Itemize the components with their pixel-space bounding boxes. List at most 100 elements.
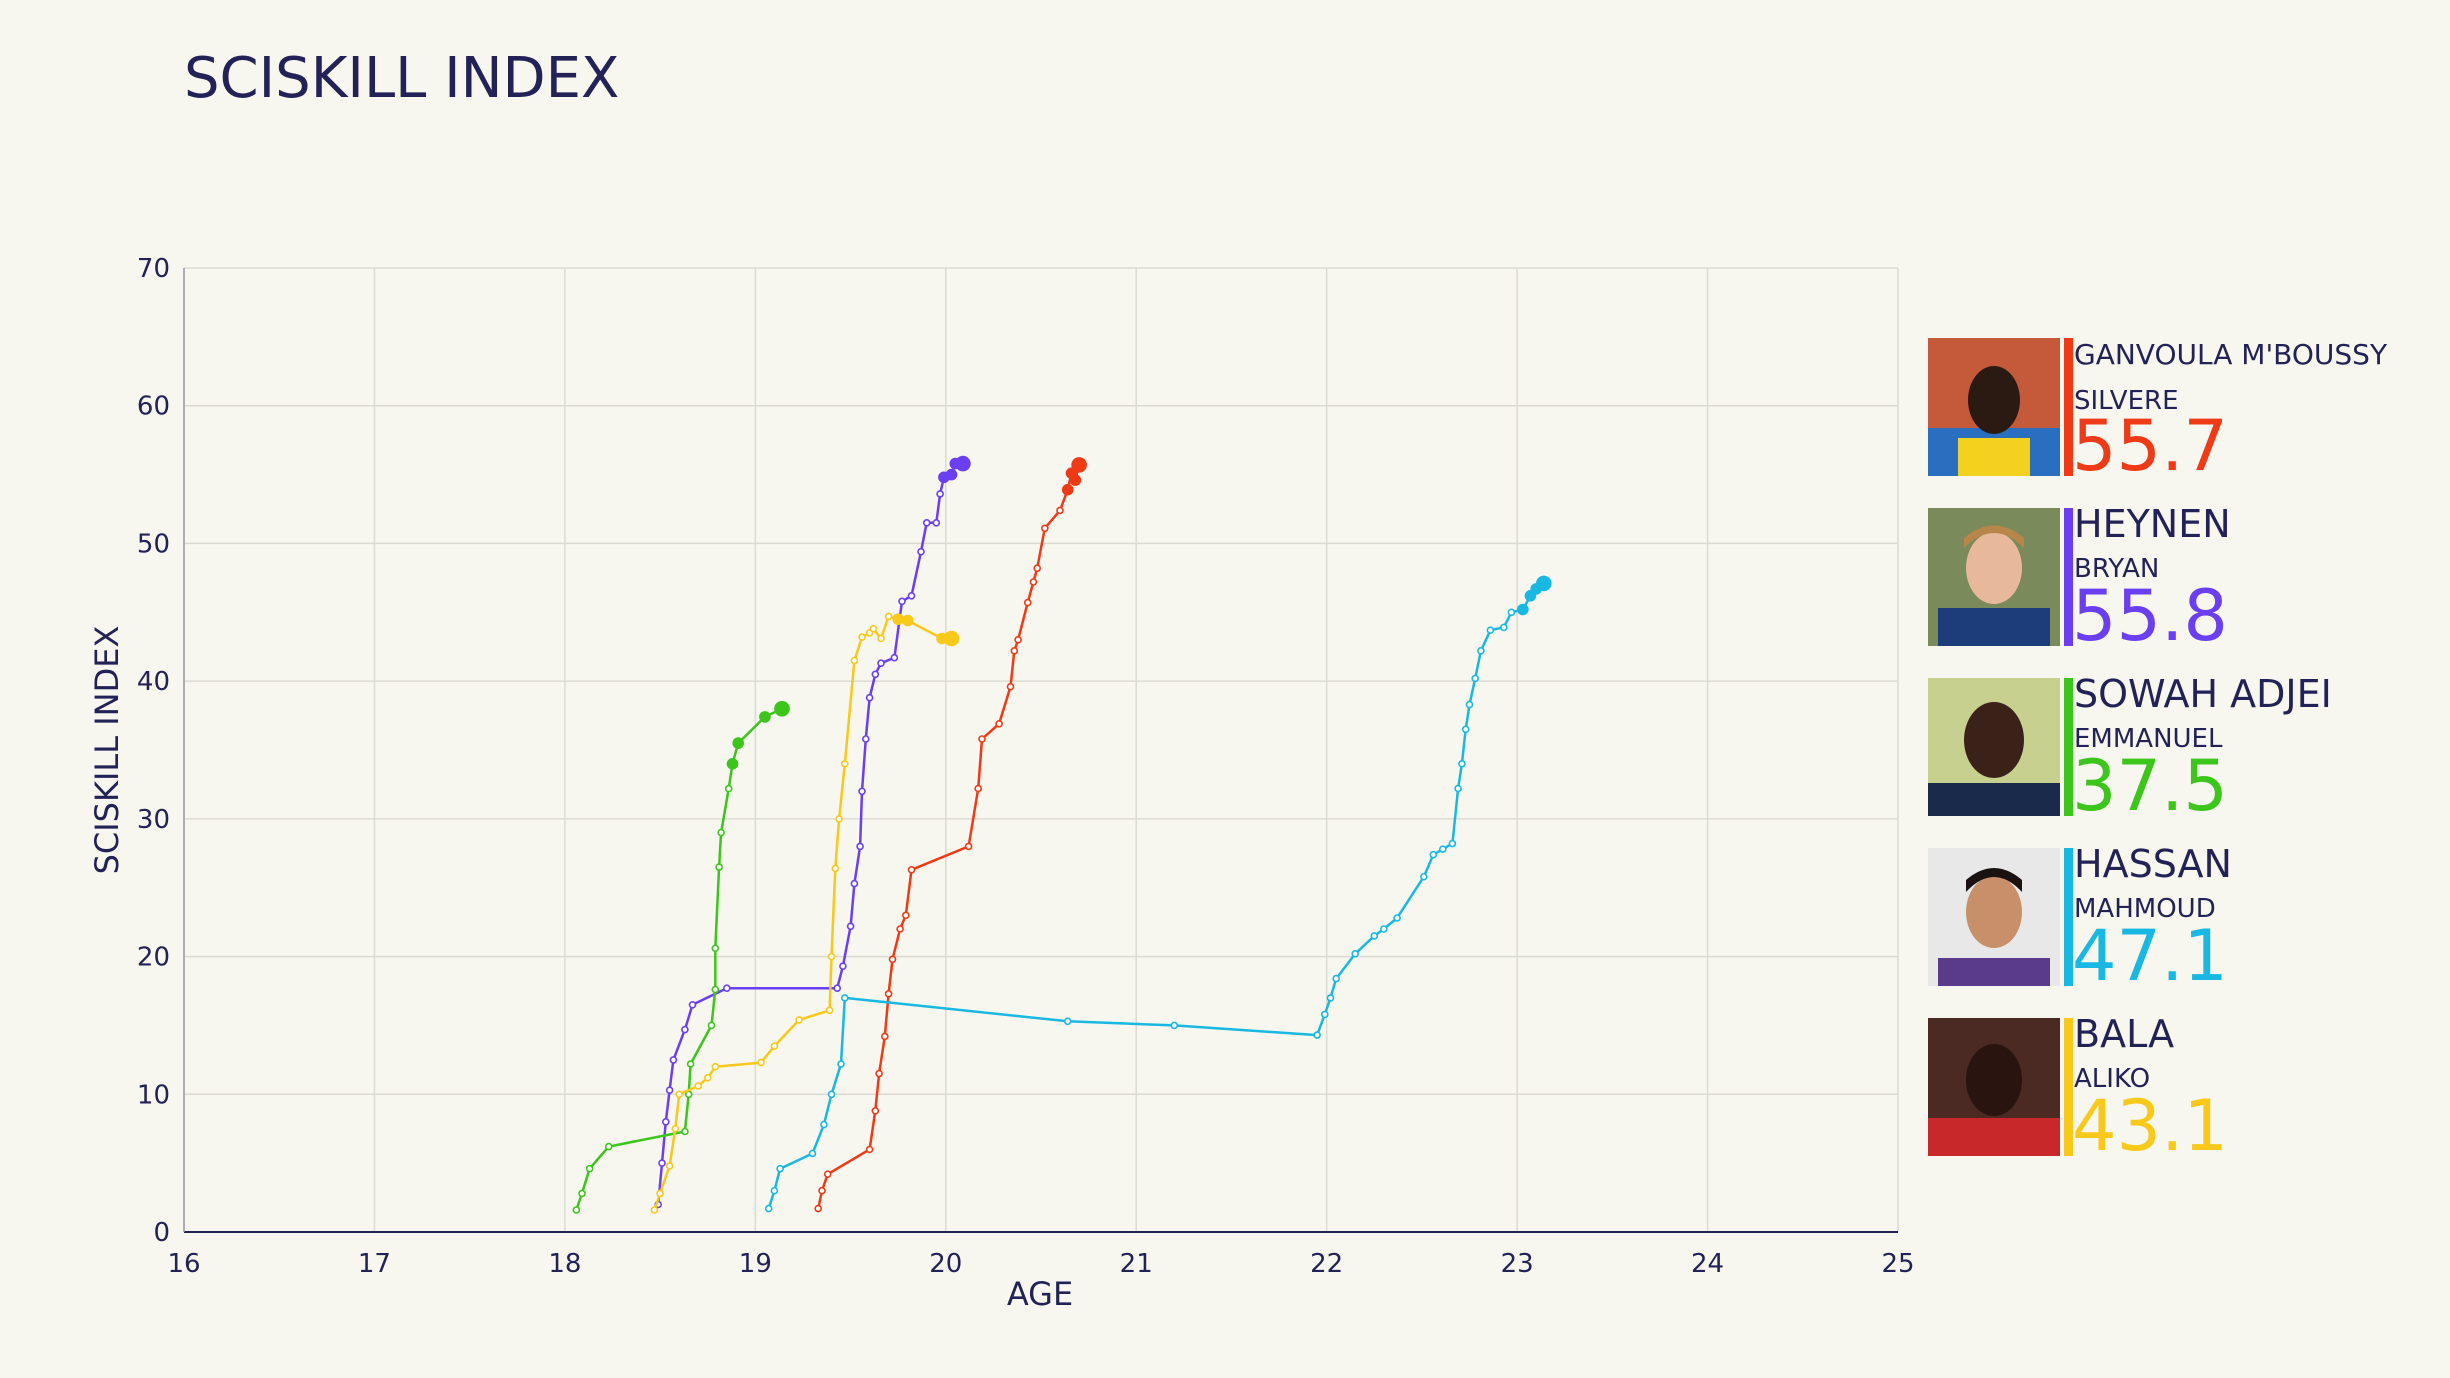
data-point [833,984,842,993]
series-line [656,462,963,1205]
y-tick-label: 60 [137,392,170,422]
data-point [871,1107,880,1115]
series-4 [650,612,960,1214]
player-last-name: HEYNEN [2074,502,2231,546]
player-first-name: EMMANUEL [2074,724,2223,754]
data-point [774,700,790,717]
data-point [1420,872,1428,881]
series-group [572,455,1552,1214]
data-point [840,759,849,768]
data-point [827,1090,836,1099]
player-photo [1928,678,2060,816]
data-point [839,962,847,971]
data-point [776,1164,784,1173]
legend: GANVOULA M'BOUSSY SILVERE 55.7 HEYNEN BR… [1928,338,2428,1188]
data-point [825,1006,834,1015]
player-score: 55.7 [2072,405,2228,487]
data-point [1439,845,1447,854]
data-point [823,1170,832,1178]
data-point [837,1060,845,1068]
series-0 [814,457,1087,1213]
chart-title: SCISKILL INDEX [184,46,620,111]
data-point [1029,578,1038,586]
y-tick-label: 20 [137,943,170,973]
data-point [759,711,771,723]
data-point [1393,914,1401,922]
data-point [656,1189,664,1198]
data-point [694,1082,703,1090]
player-last-name: GANVOULA M'BOUSSY [2074,338,2388,371]
data-point [717,828,725,837]
player-score: 47.1 [2072,915,2228,997]
player-photo [1928,508,2060,646]
data-point [907,865,916,874]
y-axis-label: SCISKILL INDEX [88,626,126,875]
player-first-name: BRYAN [2074,554,2160,584]
x-axis-label: AGE [1007,1275,1073,1313]
data-point [770,1042,779,1050]
legend-item[interactable]: HEYNEN BRYAN 55.8 [1928,502,2428,656]
data-point [820,1120,828,1129]
data-point [1507,608,1516,617]
data-point [795,1016,803,1024]
data-point [770,1186,779,1195]
series-1 [654,455,971,1209]
data-point [936,490,944,498]
data-point [1517,603,1529,616]
player-photo [1928,338,2060,476]
data-point [818,1186,826,1195]
data-point [1332,974,1340,983]
data-point [1486,626,1495,635]
axes: 16 17 18 19 20 21 22 23 24 25 0 10 20 30 40 50 60 70 [137,254,1915,1279]
data-point [711,944,720,953]
data-point [1069,474,1082,486]
x-tick-label: 18 [548,1249,581,1279]
data-point [898,597,906,606]
data-point [665,1086,674,1094]
data-point [1458,759,1466,768]
data-point [707,1021,716,1030]
data-point [1313,1031,1321,1039]
x-tick-label: 21 [1120,1249,1153,1279]
data-point [658,1159,666,1167]
legend-item[interactable]: BALA ALIKO 43.1 [1928,1012,2428,1166]
data-point [1465,700,1474,709]
player-photo [1928,848,2060,986]
legend-item[interactable]: HASSAN MAHMOUD 47.1 [1928,842,2428,996]
data-point [711,985,720,994]
data-point [856,842,864,851]
data-point [671,1124,680,1133]
data-point [703,1074,712,1082]
data-point [884,989,893,998]
data-point [585,1164,594,1173]
data-point [1006,682,1015,691]
data-point [688,1000,697,1009]
data-point [711,1062,720,1071]
data-point [850,879,859,888]
data-point [827,952,836,961]
data-point [846,922,855,931]
data-point [907,591,916,600]
data-point [840,994,849,1002]
data-point [835,815,843,823]
data-point [871,670,880,679]
data-point [1477,646,1485,655]
data-point [850,656,859,665]
data-point [892,613,905,626]
data-point [861,735,870,743]
data-point [945,468,958,481]
legend-item[interactable]: GANVOULA M'BOUSSY SILVERE 55.7 [1928,338,2428,486]
data-point [865,693,874,702]
data-point [1461,725,1470,734]
data-point [901,614,914,627]
data-point [1010,646,1019,655]
data-point [1041,524,1049,533]
data-point [1536,575,1552,592]
legend-color-bar [2064,338,2073,476]
legend-item[interactable]: SOWAH ADJEI EMMANUEL 37.5 [1928,672,2428,826]
x-tick-label: 19 [739,1249,772,1279]
data-point [1061,483,1074,496]
data-point [858,633,866,641]
data-point [1321,1010,1329,1019]
